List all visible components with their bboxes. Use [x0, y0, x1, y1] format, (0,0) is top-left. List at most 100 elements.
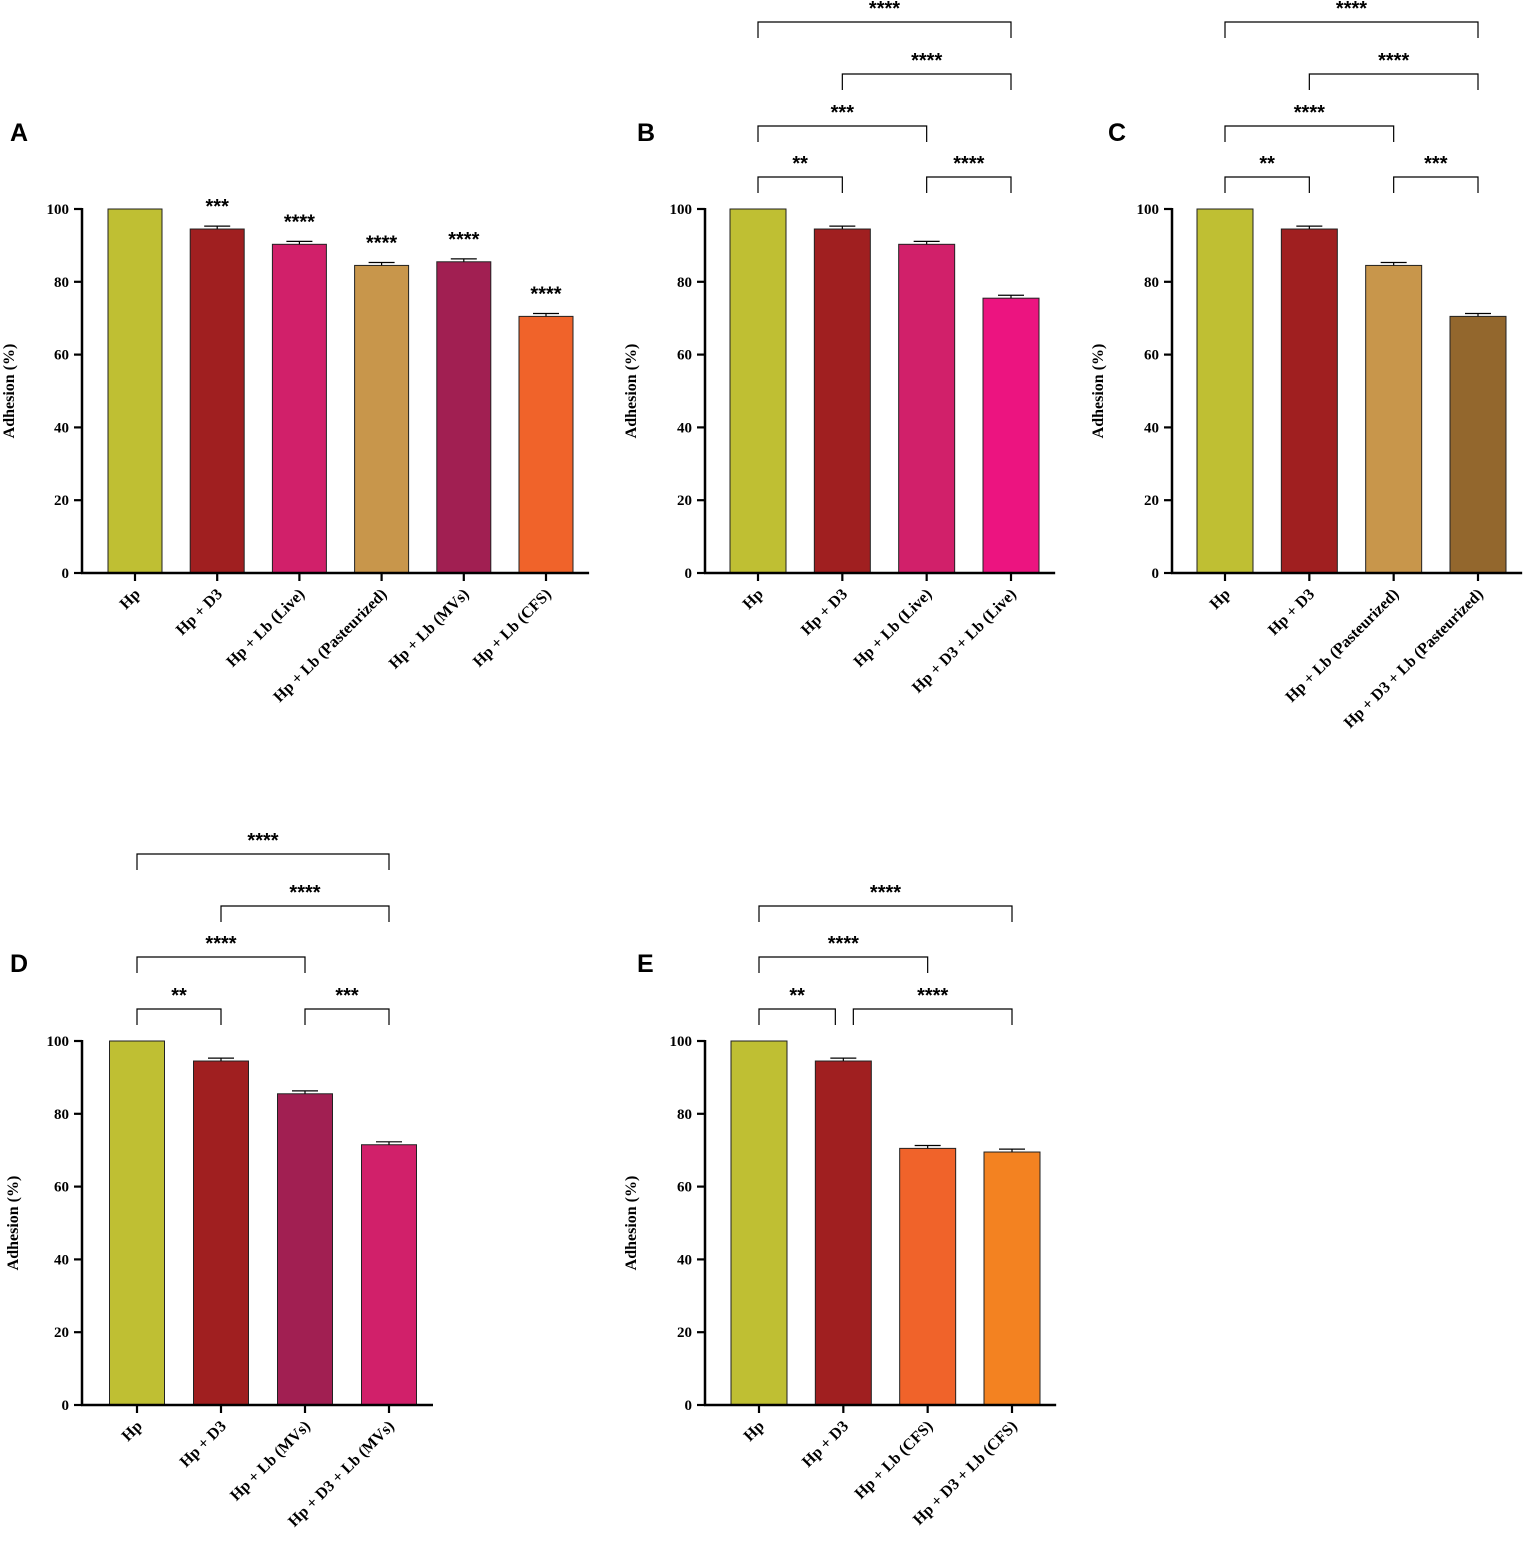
significance-bracket: [758, 905, 1013, 922]
bar: [193, 1060, 249, 1406]
x-tick-label: Hp + D3: [798, 586, 851, 639]
y-tick-label: 100: [670, 202, 693, 218]
bar: [983, 1151, 1041, 1406]
significance-label: **: [171, 985, 187, 1007]
bar: [189, 228, 245, 574]
panel-label: C: [1108, 119, 1126, 147]
significance-label: ****: [917, 985, 948, 1007]
bar: [107, 208, 163, 574]
significance-label: ****: [284, 211, 315, 233]
bar: [1449, 315, 1507, 574]
panel-e: E Adhesion (%) 0 20 40 60 80 100 Hp Hp + D3 Hp +…: [623, 882, 1057, 1529]
bar: [354, 264, 410, 574]
y-tick-label: 100: [1137, 202, 1160, 218]
significance-label: ****: [1336, 0, 1367, 20]
x-tick-label: Hp + D3: [177, 1418, 230, 1471]
significance-label: ****: [953, 153, 984, 175]
y-axis-label: Adhesion (%): [1090, 344, 1107, 439]
bar: [518, 315, 574, 574]
y-tick-label: 20: [54, 1325, 69, 1341]
x-tick-label: Hp: [740, 586, 767, 613]
significance-label: ***: [1424, 153, 1448, 175]
significance-label: ****: [1378, 50, 1409, 72]
y-axis-label: Adhesion (%): [623, 1176, 640, 1271]
bar: [982, 297, 1040, 574]
y-tick-label: 100: [670, 1034, 693, 1050]
y-tick-label: 20: [677, 493, 692, 509]
y-axis-label: Adhesion (%): [5, 1176, 22, 1271]
x-tick-label: Hp + D3: [1265, 586, 1318, 639]
y-tick-label: 100: [47, 1034, 70, 1050]
significance-label: ***: [831, 102, 855, 124]
significance-bracket: [757, 176, 843, 193]
bar: [729, 208, 787, 574]
bar: [1280, 228, 1338, 574]
significance-label: ****: [1294, 102, 1325, 124]
significance-bracket: [136, 1008, 222, 1025]
y-tick-label: 80: [677, 1107, 692, 1123]
y-tick-label: 40: [54, 420, 69, 436]
bar: [1365, 264, 1423, 574]
y-tick-label: 80: [54, 275, 69, 291]
x-tick-label: Hp + Lb (CFS): [852, 1418, 937, 1503]
y-tick-label: 60: [677, 1180, 692, 1196]
panel-b: B Adhesion (%) 0 20 40 60 80 100 Hp Hp + D3 Hp +…: [623, 0, 1056, 697]
x-tick-label: Hp + Lb (Live): [223, 586, 308, 671]
y-tick-label: 20: [1144, 493, 1159, 509]
y-tick-label: 80: [1144, 275, 1159, 291]
significance-label: ****: [530, 283, 561, 305]
significance-bracket: [1224, 176, 1310, 193]
significance-bracket: [136, 853, 390, 870]
significance-label: ****: [289, 882, 320, 904]
significance-bracket: [1224, 125, 1395, 142]
y-tick-label: 20: [677, 1325, 692, 1341]
y-tick-label: 60: [54, 1180, 69, 1196]
significance-label: ****: [205, 933, 236, 955]
bar: [898, 243, 956, 574]
y-tick-label: 0: [685, 566, 693, 582]
significance-bracket: [757, 21, 1012, 38]
y-tick-label: 0: [62, 1398, 70, 1414]
x-tick-label: Hp + D3 + Lb (Pasteurized): [1341, 586, 1487, 732]
significance-label: ****: [247, 830, 278, 852]
bar: [899, 1147, 957, 1406]
significance-bracket: [841, 73, 1012, 90]
bar: [277, 1093, 333, 1406]
panel-label: B: [637, 119, 655, 147]
significance-label: ****: [448, 229, 479, 251]
x-tick-label: Hp + Lb (MVs): [386, 586, 473, 673]
y-tick-label: 60: [677, 348, 692, 364]
bar: [813, 228, 871, 574]
y-tick-label: 80: [54, 1107, 69, 1123]
panel-c: C Adhesion (%) 0 20 40 60 80 100 Hp Hp + D3 Hp +…: [1090, 0, 1523, 732]
significance-bracket: [926, 176, 1012, 193]
significance-label: ****: [911, 50, 942, 72]
significance-label: **: [789, 985, 805, 1007]
bar: [271, 243, 327, 574]
y-axis-label: Adhesion (%): [1, 344, 18, 439]
x-tick-label: Hp: [741, 1418, 768, 1445]
significance-bracket: [1308, 73, 1479, 90]
significance-bracket: [1224, 21, 1479, 38]
bar: [109, 1040, 165, 1406]
y-tick-label: 80: [677, 275, 692, 291]
significance-label: ****: [366, 233, 397, 255]
bar: [361, 1144, 417, 1406]
y-tick-label: 100: [47, 202, 70, 218]
bar: [436, 261, 492, 574]
y-tick-label: 0: [685, 1398, 693, 1414]
panel-label: E: [637, 950, 654, 978]
y-tick-label: 20: [54, 493, 69, 509]
significance-label: ****: [828, 933, 859, 955]
x-tick-label: Hp: [119, 1418, 146, 1445]
significance-bracket: [220, 905, 390, 922]
y-tick-label: 40: [54, 1252, 69, 1268]
y-tick-label: 40: [1144, 420, 1159, 436]
x-tick-label: Hp: [117, 586, 144, 613]
x-tick-label: Hp + Lb (MVs): [227, 1418, 314, 1505]
significance-label: ****: [870, 882, 901, 904]
significance-bracket: [758, 956, 929, 973]
x-tick-label: Hp + Lb (CFS): [470, 586, 555, 671]
